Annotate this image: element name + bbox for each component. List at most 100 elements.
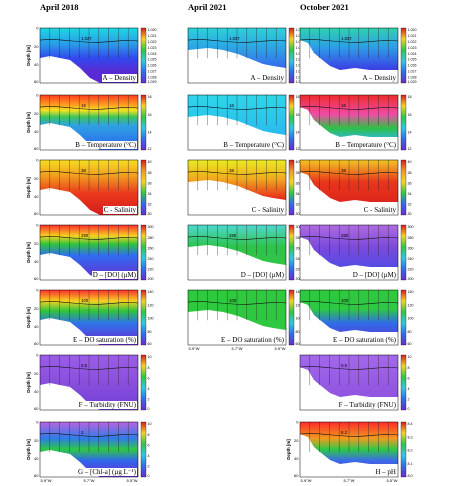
- section-panel-h-october-2021: 8.2 0 20 40 60 Depth [m] 5.9°W 5.7°W 5.5°W 8.4 8.3…: [284, 420, 413, 485]
- colorbar-tick-label: 40: [296, 160, 300, 164]
- colorbar: [140, 159, 147, 216]
- section-panel-b-april-2018: 16 0 20 40 60 Depth [m] 18 16 14 12 B – Temperatur…: [24, 93, 152, 153]
- panel-frame: [299, 159, 399, 216]
- panel-label: E – DO saturation (%): [72, 336, 137, 344]
- colorbar: [288, 27, 295, 84]
- colorbar-tick-label: 2: [408, 398, 410, 402]
- seabed-mask: [40, 123, 138, 150]
- longitude-tick-label: 5.9°W: [189, 346, 200, 351]
- panel-frame: [187, 289, 287, 346]
- colorbar-tick-label: 1.029: [148, 80, 157, 84]
- panel-frame: [39, 289, 139, 346]
- colorbar-tick-label: 18: [148, 95, 152, 99]
- longitude-tick-label: 5.7°W: [344, 478, 355, 483]
- panel-frame: [39, 421, 139, 478]
- depth-tick-label: 40: [34, 129, 39, 134]
- colorbar-tick-label: 300: [296, 225, 302, 229]
- section-plot: 280 0 20 40 60 Depth [m] 300 280 260 240 220 200: [26, 223, 154, 282]
- colorbar-tick-label: 16: [296, 113, 300, 117]
- colorbar-tick-label: 120: [148, 303, 154, 307]
- contour-label: 1.027: [229, 36, 240, 41]
- section-panel-d-april-2018: 280 0 20 40 60 Depth [m] 300 280 260 240 220 200 D –…: [24, 223, 154, 283]
- depth-axis-label: Depth [m]: [286, 439, 291, 460]
- depth-tick-label: 60: [294, 473, 299, 478]
- colorbar-tick-label: 1.027: [408, 69, 417, 73]
- colorbar-tick-label: 34: [296, 192, 300, 196]
- contour-label: 8.2: [341, 430, 347, 435]
- colorbar-tick-label: 38: [408, 171, 412, 175]
- section-plot: 280 300 280 260 240 220 200: [187, 224, 302, 281]
- depth-tick-label: 40: [34, 389, 39, 394]
- colorbar: [140, 421, 147, 478]
- colorbar: [288, 159, 295, 216]
- colorbar-tick-label: 1.020: [408, 28, 417, 32]
- colorbar: [140, 94, 147, 151]
- colorbar: [400, 289, 407, 346]
- colorbar: [140, 354, 147, 411]
- colorbar-tick-label: 240: [408, 257, 414, 261]
- section-panel-f-october-2021: 0.5 10 8 6 4 2 0 F – Turbidity (FNU): [284, 354, 412, 413]
- colorbar-tick-label: 32: [148, 203, 152, 207]
- colorbar-tick-label: 30: [408, 212, 412, 216]
- colorbar-tick-label: 280: [148, 236, 154, 240]
- panel-frame: [39, 354, 139, 411]
- colorbar-tick-label: 1.024: [148, 52, 157, 56]
- colorbar-tick-label: 1.021: [148, 34, 157, 38]
- contour-label: 16: [341, 103, 346, 108]
- colorbar-tick-label: 14: [296, 131, 300, 135]
- colorbar-tick-label: 1.024: [408, 52, 417, 56]
- contour-line: [187, 39, 287, 43]
- seabed-mask: [40, 450, 138, 477]
- depth-axis-label: Depth [m]: [26, 242, 31, 263]
- panel-frame: [39, 224, 139, 281]
- col-title-april-2018: April 2018: [40, 2, 79, 12]
- section-plot: 100 140 120 100 80 60: [299, 289, 414, 346]
- depth-tick-label: 60: [34, 406, 39, 411]
- contour-line: [299, 171, 399, 175]
- colorbar-tick-label: 1.020: [148, 28, 157, 32]
- colorbar-tick-label: 14: [148, 131, 152, 135]
- section-panel-d-april-2021: 280 300 280 260 240 220 200 D – [DO] (μM): [172, 224, 302, 283]
- colorbar-tick-label: 10: [148, 355, 152, 359]
- seabed-mask: [40, 56, 138, 83]
- depth-tick-label: 0: [36, 288, 39, 293]
- colorbar-tick-label: 260: [408, 246, 414, 250]
- section-panel-a-april-2018: 1.027 0 20 40 60 Depth [m] 1.020 1.021 1.022 1.02…: [24, 26, 157, 86]
- colorbar-tick-label: 8.4: [408, 422, 413, 426]
- panel-frame: [39, 94, 139, 151]
- colorbar: [400, 421, 407, 478]
- colorbar-tick-label: 220: [296, 268, 302, 272]
- longitude-tick-label: 5.9°W: [41, 478, 52, 483]
- contour-line: [39, 106, 139, 110]
- colorbar-tick-label: 0: [408, 407, 410, 411]
- colorbar: [400, 224, 407, 281]
- panel-frame: [187, 224, 287, 281]
- depth-tick-label: 60: [34, 473, 39, 478]
- colorbar-tick-label: 200: [148, 277, 154, 281]
- panel-label: G – [Chl-a] (µg L⁻¹): [76, 468, 137, 476]
- section-plot: 16 18 16 14 12: [299, 94, 412, 151]
- panel-frame: [187, 27, 287, 84]
- section-panel-c-april-2018: 38 0 20 40 60 Depth [m] 40 38 36 34 32 30 C - Salini…: [24, 158, 152, 218]
- colorbar-tick-label: 6: [408, 376, 410, 380]
- section-plot: 0.5 10 8 6 4 2 0: [299, 354, 412, 411]
- colorbar-tick-label: 120: [408, 303, 414, 307]
- colorbar-tick-label: 4: [148, 387, 150, 391]
- section-panel-b-april-2021: 16 18 16 14 12 B – Temperature (°C): [172, 94, 300, 153]
- contour-line: [299, 236, 399, 240]
- section-panel-c-october-2021: 38 40 38 36 34 32 30 C - Salinity: [284, 159, 412, 218]
- colorbar-tick-label: 1.028: [408, 75, 417, 79]
- colorbar: [400, 27, 407, 84]
- colorbar-tick-label: 240: [148, 257, 154, 261]
- colorbar-tick-label: 0: [148, 474, 150, 478]
- seabed-mask: [300, 107, 398, 150]
- colorbar-tick-label: 260: [148, 246, 154, 250]
- colorbar-tick-label: 1.021: [408, 34, 417, 38]
- colorbar-tick-label: 280: [296, 236, 302, 240]
- contour-line: [39, 366, 139, 370]
- colorbar-tick-label: 8.3: [408, 435, 413, 439]
- depth-tick-label: 60: [34, 146, 39, 151]
- contour-label: 1.027: [341, 36, 352, 41]
- colorbar-tick-label: 34: [148, 192, 152, 196]
